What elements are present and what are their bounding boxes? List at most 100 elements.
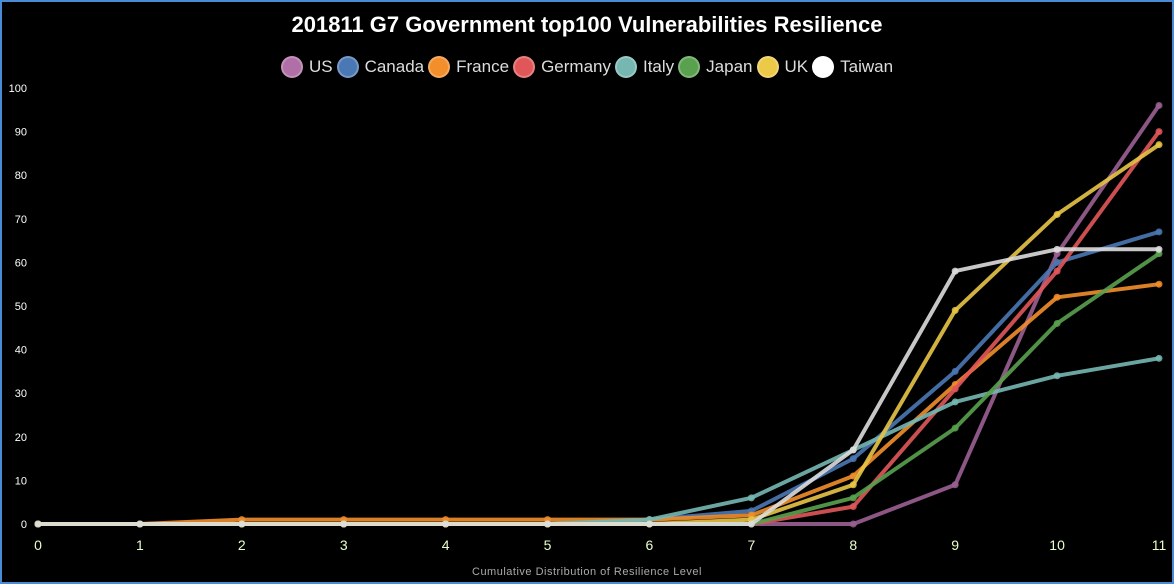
y-tick-label: 50 xyxy=(15,301,27,313)
legend-label: US xyxy=(308,57,333,76)
data-point xyxy=(747,520,755,528)
data-point xyxy=(1155,280,1163,288)
series-us xyxy=(34,101,1163,528)
y-tick-label: 70 xyxy=(15,214,27,226)
data-point xyxy=(1155,101,1163,109)
data-point xyxy=(951,306,959,314)
legend-label: Japan xyxy=(706,57,753,76)
data-point xyxy=(1053,210,1061,218)
legend-item-germany[interactable]: Germany xyxy=(513,56,611,78)
legend-swatch-icon xyxy=(280,56,303,78)
legend-item-japan[interactable]: Japan xyxy=(678,56,753,78)
data-point xyxy=(1155,128,1163,136)
x-tick-label: 5 xyxy=(544,537,552,553)
legend-item-france[interactable]: France xyxy=(428,56,509,78)
series-line-italy xyxy=(36,356,1161,526)
x-tick-label: 2 xyxy=(238,537,246,553)
x-tick-label: 10 xyxy=(1049,537,1065,553)
chart-title: 201811 G7 Government top100 Vulnerabilit… xyxy=(291,12,883,37)
data-point xyxy=(1053,258,1061,266)
data-point xyxy=(1053,319,1061,327)
legend-label: Italy xyxy=(642,57,675,76)
series-line-taiwan xyxy=(36,247,1161,526)
legend-swatch-icon xyxy=(678,56,701,78)
legend-swatch-icon xyxy=(513,56,536,78)
series-line-us xyxy=(36,103,1161,526)
y-tick-label: 60 xyxy=(15,257,27,269)
data-point xyxy=(951,398,959,406)
y-tick-label: 40 xyxy=(15,345,27,357)
y-tick-label: 10 xyxy=(15,475,27,487)
y-tick-label: 80 xyxy=(15,170,27,182)
x-axis-label: Cumulative Distribution of Resilience Le… xyxy=(472,566,702,578)
data-point xyxy=(951,481,959,489)
x-tick-label: 11 xyxy=(1152,537,1167,553)
data-point xyxy=(1053,245,1061,253)
legend-item-italy[interactable]: Italy xyxy=(614,56,675,78)
legend-swatch-icon xyxy=(428,56,451,78)
data-point xyxy=(849,446,857,454)
series-taiwan xyxy=(34,245,1163,528)
data-point xyxy=(1053,267,1061,275)
x-tick-label: 7 xyxy=(747,537,755,553)
data-point xyxy=(951,424,959,432)
data-point xyxy=(1053,372,1061,380)
data-point xyxy=(849,503,857,511)
data-point xyxy=(544,520,552,528)
data-point xyxy=(34,520,42,528)
data-point xyxy=(340,520,348,528)
legend-label: France xyxy=(456,57,510,76)
x-tick-label: 3 xyxy=(340,537,348,553)
series-line-japan xyxy=(36,251,1161,526)
data-point xyxy=(1155,228,1163,236)
data-point xyxy=(849,520,857,528)
data-point xyxy=(1053,293,1061,301)
data-point xyxy=(1155,354,1163,362)
y-tick-label: 100 xyxy=(9,83,27,95)
legend-item-uk[interactable]: UK xyxy=(756,56,809,78)
y-tick-label: 30 xyxy=(15,388,27,400)
legend-swatch-icon xyxy=(756,56,779,78)
series-japan xyxy=(34,250,1163,528)
y-tick-label: 90 xyxy=(15,127,27,139)
legend-item-canada[interactable]: Canada xyxy=(336,56,425,78)
data-point xyxy=(238,520,246,528)
series-uk xyxy=(34,141,1163,528)
data-point xyxy=(849,455,857,463)
data-point xyxy=(442,520,450,528)
data-point xyxy=(136,520,144,528)
data-point xyxy=(1155,141,1163,149)
legend-item-us[interactable]: US xyxy=(280,56,333,78)
legend-swatch-icon xyxy=(614,56,637,78)
data-point xyxy=(951,385,959,393)
data-point xyxy=(1155,245,1163,253)
legend-label: UK xyxy=(784,57,809,76)
data-point xyxy=(645,520,653,528)
x-tick-label: 6 xyxy=(646,537,654,553)
data-point xyxy=(747,494,755,502)
data-point xyxy=(849,472,857,480)
x-tick-label: 8 xyxy=(849,537,857,553)
data-point xyxy=(951,267,959,275)
data-point xyxy=(951,367,959,375)
data-point xyxy=(849,481,857,489)
legend-item-taiwan[interactable]: Taiwan xyxy=(812,56,893,78)
series-line-germany xyxy=(36,129,1161,526)
x-tick-label: 1 xyxy=(136,537,144,553)
legend-label: Taiwan xyxy=(840,57,894,76)
series-italy xyxy=(34,354,1163,528)
legend-label: Germany xyxy=(541,57,611,76)
y-tick-label: 20 xyxy=(15,432,27,444)
x-tick-label: 9 xyxy=(951,537,959,553)
legend-swatch-icon xyxy=(336,56,359,78)
legend-label: Canada xyxy=(364,57,425,76)
chart-legend: US Canada France Germany Italy Japan UK Taiwan xyxy=(2,56,1172,78)
legend-swatch-icon xyxy=(812,56,835,78)
series-france xyxy=(34,280,1163,528)
y-tick-label: 0 xyxy=(21,519,27,531)
x-tick-label: 4 xyxy=(442,537,450,553)
data-point xyxy=(849,494,857,502)
x-tick-label: 0 xyxy=(34,537,42,553)
